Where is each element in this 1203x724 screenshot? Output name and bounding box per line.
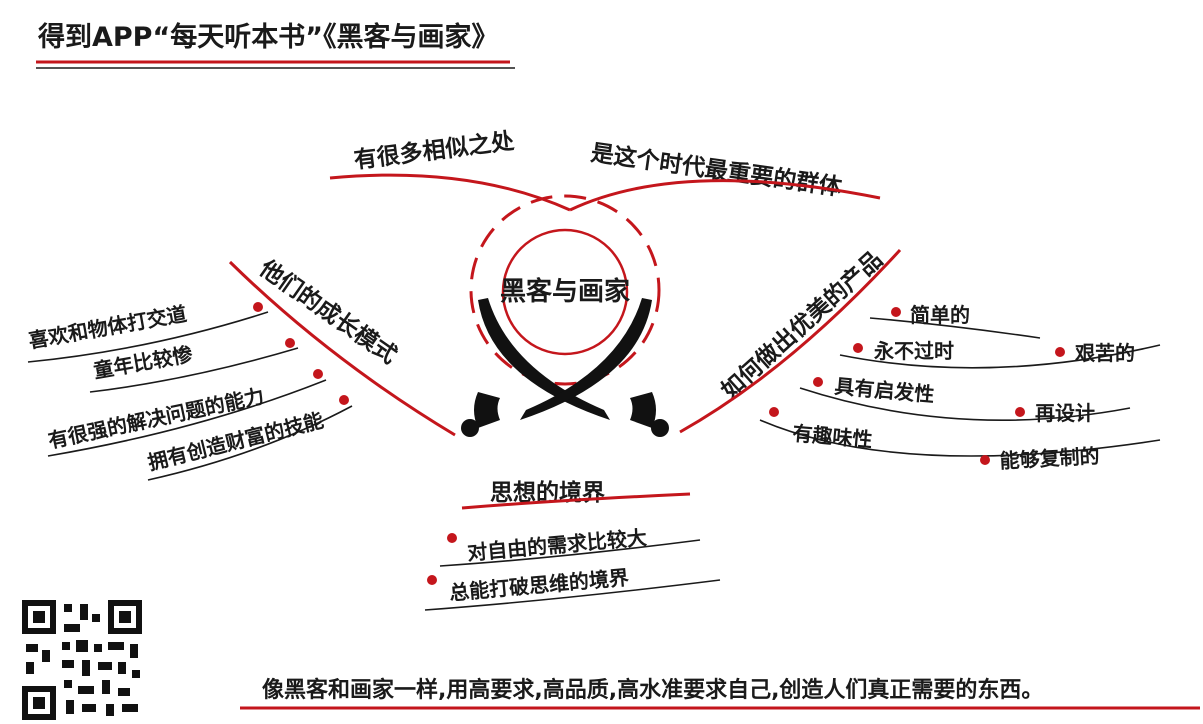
right-bullet-6: [980, 455, 990, 465]
inner-circle: [501, 228, 629, 356]
left-branch-line: [228, 260, 456, 437]
left-item-0-line: [27, 311, 269, 363]
center-emblem: 黑客与画家: [461, 194, 669, 437]
right-bullet-4: [1055, 347, 1065, 357]
center-label: 黑客与画家: [500, 276, 630, 307]
left-branch-label: 他们的成长模式: [254, 254, 402, 369]
bottom-branch-line: [461, 492, 691, 510]
page-title: 得到APP“每天听本书”《黑客与画家》: [37, 21, 498, 53]
sword-left-pommel: [461, 419, 479, 437]
left-item-2-line: [47, 379, 327, 457]
right-item-5: 再设计: [1035, 401, 1095, 425]
right-bullet-2: [813, 377, 823, 387]
left-bullet-3: [339, 395, 349, 405]
top-branch-left: 有很多相似之处: [352, 128, 515, 174]
left-item-1-line: [89, 347, 299, 393]
bottom-item-0-line: [439, 539, 701, 567]
left-item-0: 喜欢和物体打交道: [27, 302, 189, 353]
sword-right-pommel: [651, 419, 669, 437]
right-branch-line: [679, 248, 902, 434]
left-item-3-line: [147, 405, 353, 481]
right-item-0-line: [869, 317, 1041, 339]
qr-code-icon: [22, 600, 142, 720]
right-item-1: 永不过时: [873, 339, 954, 363]
right-bullet-3: [769, 407, 779, 417]
top-branch-right-line: [569, 179, 881, 212]
right-bullet-0: [891, 307, 901, 317]
left-bullet-1: [285, 338, 295, 348]
bottom-item-1-line: [424, 579, 721, 611]
outer-dashed-circle: [469, 194, 661, 386]
right-item-4: 艰苦的: [1074, 341, 1135, 365]
bottom-bullet-1: [427, 575, 437, 585]
top-branch-left-line: [329, 173, 571, 212]
bottom-item-0: 对自由的需求比较大: [466, 525, 647, 565]
footer-summary: 像黑客和画家一样,用高要求,高品质,高水准要求自己,创造人们真正需要的东西。: [262, 677, 1043, 703]
sword-left-hilt: [474, 392, 500, 428]
right-item-1-line: [839, 344, 1161, 369]
sword-left-blade: [478, 298, 610, 420]
right-item-6: 能够复制的: [999, 444, 1100, 473]
bottom-bullet-0: [447, 533, 457, 543]
right-bullet-1: [853, 343, 863, 353]
sword-right-blade: [520, 298, 652, 420]
bottom-item-1: 总能打破思维的境界: [448, 565, 629, 605]
right-item-2-line: [799, 387, 1131, 421]
left-bullet-2: [313, 369, 323, 379]
left-bullet-0: [253, 302, 263, 312]
right-item-3-line: [759, 419, 1161, 457]
right-bullet-5: [1015, 407, 1025, 417]
sword-right-hilt: [630, 392, 656, 428]
